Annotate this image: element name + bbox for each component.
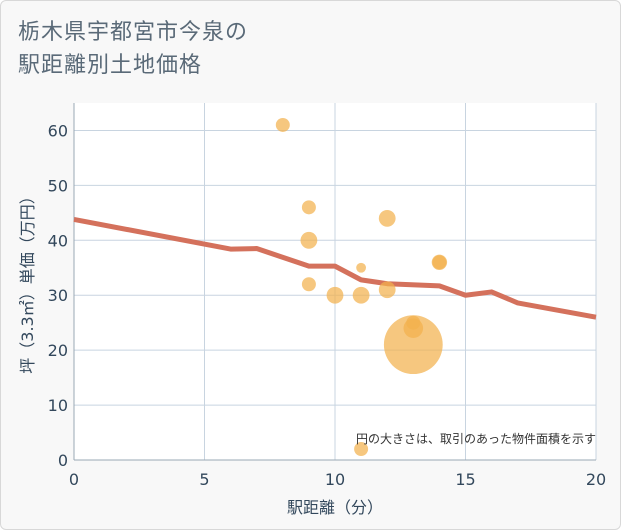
y-tick-label: 40 (48, 231, 68, 250)
data-point (432, 255, 447, 270)
data-point (378, 281, 396, 299)
data-point (356, 262, 366, 273)
data-point (326, 286, 344, 304)
x-tick-label: 5 (199, 470, 209, 489)
x-tick-label: 10 (325, 470, 345, 489)
average-price-line (73, 216, 597, 320)
y-tick-label: 30 (48, 286, 68, 305)
title-line-2: 駅距離別土地価格 (18, 53, 203, 78)
data-point (301, 200, 316, 215)
axes (73, 103, 596, 461)
x-tick-label: 20 (586, 470, 606, 489)
data-point (352, 286, 370, 304)
data-point (378, 209, 396, 227)
tick-labels: 0 5 10 15 20 0 10 20 30 40 50 60 (48, 121, 607, 489)
x-tick-label: 15 (455, 470, 475, 489)
y-tick-label: 60 (48, 121, 68, 140)
size-note: 円の大きさは、取引のあった物件面積を示す (356, 431, 596, 446)
y-tick-label: 50 (48, 176, 68, 195)
data-point (300, 231, 318, 249)
data-point (275, 117, 290, 132)
x-axis-title: 駅距離（分） (287, 498, 383, 517)
chart-title: 栃木県宇都宮市今泉の 駅距離別土地価格 (18, 16, 248, 82)
y-tick-label: 20 (48, 341, 68, 360)
title-line-1: 栃木県宇都宮市今泉の (18, 20, 249, 45)
data-point (301, 277, 316, 292)
x-tick-label: 0 (69, 470, 79, 489)
bubble-layer (275, 117, 448, 457)
y-tick-label: 10 (48, 396, 68, 415)
data-point (383, 315, 443, 375)
data-point (354, 442, 369, 457)
average-line-layer (73, 216, 597, 320)
y-tick-label: 0 (58, 451, 68, 470)
y-axis-title: 坪（3.3㎡）単価（万円） (18, 188, 37, 373)
